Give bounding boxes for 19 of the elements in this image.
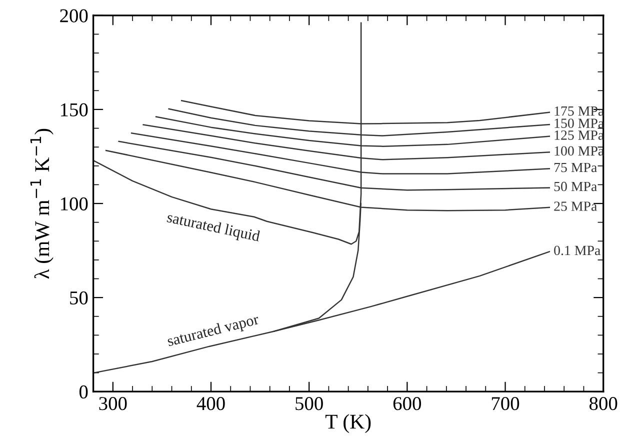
- y-axis-title: λ (mW m$^{−1}$ K$^{−1}$): [30, 128, 54, 279]
- y-tick-label: 100: [60, 197, 88, 210]
- x-tick-label: 400: [196, 397, 225, 410]
- series-label: 25 MPa: [554, 202, 597, 211]
- annotation: saturated vapor: [166, 313, 260, 350]
- x-tick-label: 800: [590, 397, 618, 410]
- y-tick-label: 0: [79, 385, 88, 399]
- x-tick-label: 600: [393, 397, 422, 410]
- annotation: saturated liquid: [166, 211, 261, 245]
- x-tick-label: 500: [296, 397, 323, 410]
- y-tick-label: 150: [60, 103, 88, 116]
- y-tick-label: 200: [60, 9, 88, 22]
- series-label: 0.1 MPa: [554, 246, 600, 256]
- series-label: 50 MPa: [554, 182, 597, 192]
- series-label: 75 MPa: [554, 162, 597, 172]
- y-tick-label: 50: [70, 291, 88, 304]
- x-tick-label: 300: [99, 397, 127, 410]
- x-tick-label: 700: [492, 397, 520, 410]
- x-axis-title: T (K): [325, 414, 371, 433]
